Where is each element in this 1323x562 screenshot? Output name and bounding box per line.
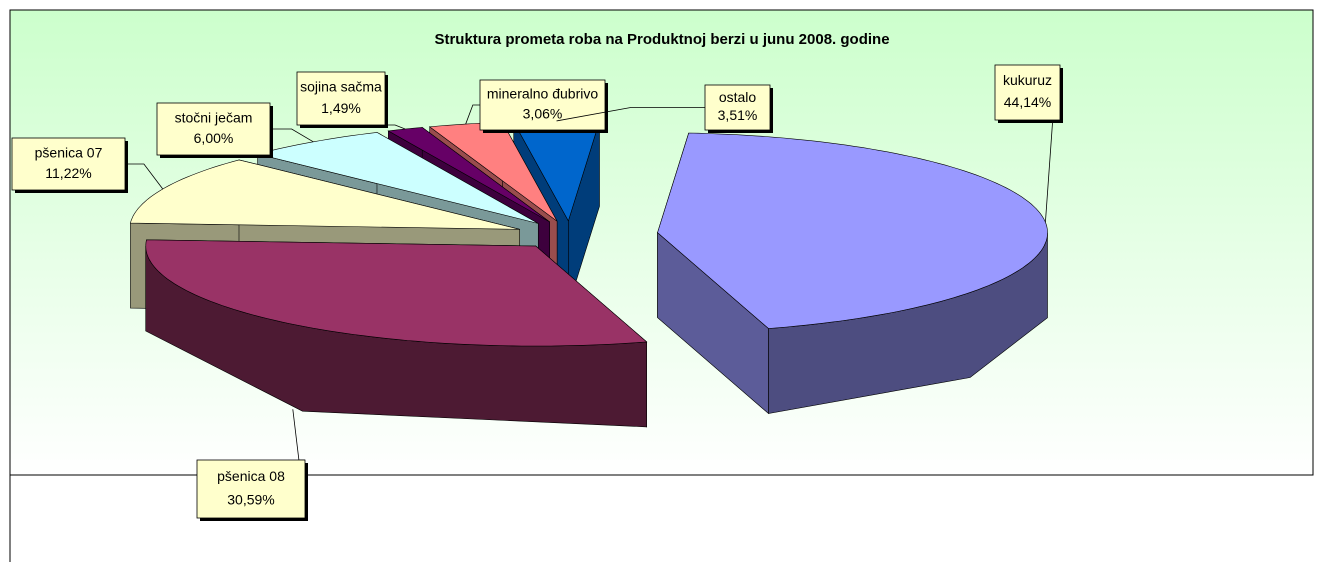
slice (657, 132, 1048, 329)
chart-title: Struktura prometa roba na Produktnoj ber… (434, 31, 889, 48)
data-label: 11,22% (45, 165, 91, 181)
data-label-name: kukuruz (1003, 72, 1052, 88)
label-box (196, 459, 306, 519)
leader-line (556, 107, 705, 122)
label-box (156, 102, 271, 156)
data-label: 44,14% (1004, 94, 1051, 110)
leader-line (465, 104, 480, 125)
data-label-name: pšenica 08 (217, 468, 285, 484)
label-box (994, 64, 1061, 121)
pie-tops (130, 120, 1048, 347)
data-label: 3,06% (523, 106, 563, 122)
label-box (11, 137, 126, 191)
data-label: 3,51% (718, 107, 758, 123)
data-label-name: ostalo (719, 89, 757, 105)
label-box (479, 79, 606, 131)
data-label-name: mineralno đubrivo (487, 86, 598, 102)
label-box (704, 84, 771, 131)
slice (145, 239, 648, 347)
data-label: 1,49% (321, 100, 361, 116)
data-label-name: sojina sačma (300, 79, 382, 95)
leader-line (125, 163, 164, 190)
data-label-name: pšenica 07 (35, 144, 103, 160)
leader-line (270, 128, 314, 143)
label-box (296, 71, 386, 126)
slice (130, 159, 520, 230)
data-label: 30,59% (227, 491, 274, 507)
data-label-name: stočni ječam (175, 109, 253, 125)
data-label: 6,00% (194, 130, 234, 146)
leader-line (385, 124, 406, 130)
